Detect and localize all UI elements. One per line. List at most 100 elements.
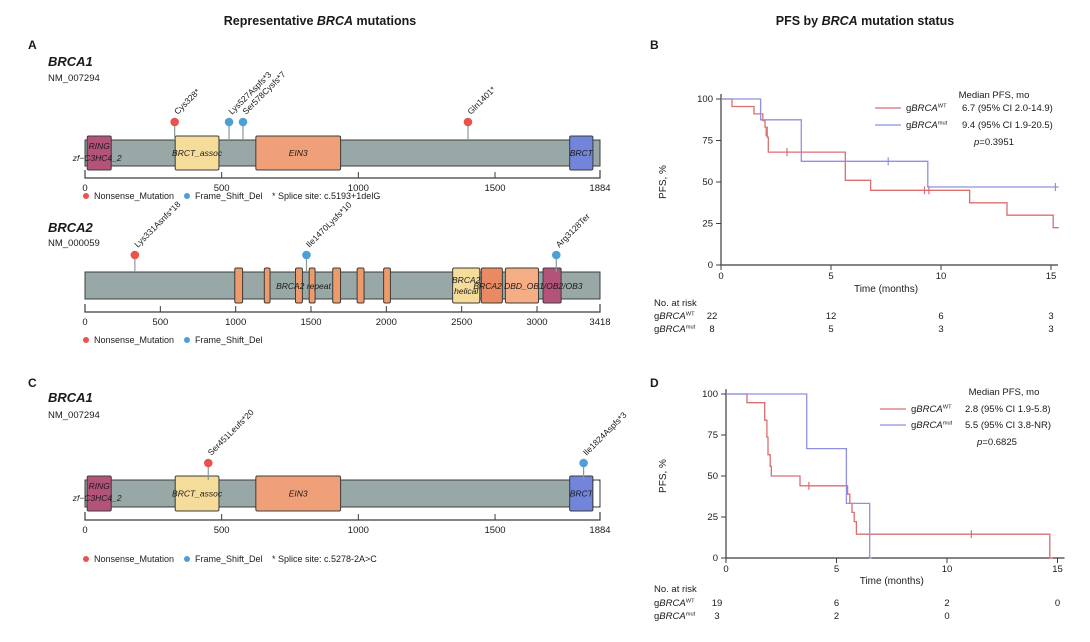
y-tick-label: 0 [708,260,713,271]
axis-tick-label: 500 [214,525,230,536]
right-figure-title: PFS by BRCA mutation status [640,14,1090,28]
domain-annotation: BRCA2 [452,275,481,285]
p-value: p=0.3951 [973,137,1014,148]
transcript-id: NM_007294 [48,410,100,421]
domain-repeat2 [263,267,271,304]
km-curve-mut [726,393,872,559]
domain-brct-assoc [174,135,220,171]
axis-tick-label: 1000 [348,525,369,536]
mutation-label: Cys328* [172,86,202,116]
domain-annotation: RING [89,481,111,491]
risk-row-label-WT: gBRCAWT [654,311,695,322]
domain-end-cap [592,479,601,508]
axis-tick-label: 1500 [484,525,505,536]
y-axis-title: PFS, % [658,165,669,199]
risk-count: 22 [707,311,718,322]
x-axis-title: Time (months) [860,576,924,587]
legend-label-frameshift: Frame_Shift_Del [195,335,263,345]
legend-label-nonsense: Nonsense_Mutation [94,335,174,345]
risk-count: 2 [944,598,949,609]
mutation-label: Ser451Leufs*20 [206,407,256,457]
mutation-dot-frameshift [224,117,234,127]
risk-count: 3 [1048,324,1053,335]
scale-axis [84,512,601,521]
mutation-dot-nonsense [170,117,179,127]
mutation-dot-frameshift [552,250,561,260]
protein-bar [84,139,601,167]
domain-brct-assoc [174,475,220,512]
risk-row-label-mut: gBRCAmut [654,324,696,335]
domain-repeat3 [294,267,303,304]
domain-annotation: RING [89,141,111,151]
legend-label-frameshift: Frame_Shift_Del [195,191,263,201]
x-tick-label: 15 [1052,564,1063,575]
risk-table-title: No. at risk [654,298,697,309]
lollipop-plot-brca1-c: BRCA1 NM_007294 BRCT_assoc EIN3 BRCT RING zf−C… [48,390,629,564]
domain-brct [569,135,594,171]
risk-count: 2 [834,611,839,622]
legend-dot-frameshift [184,556,190,562]
panel-letter-c: C [28,376,37,390]
y-tick-label: 100 [702,389,718,400]
legend-label-nonsense: Nonsense_Mutation [94,191,174,201]
x-tick-label: 0 [718,271,723,282]
domain-label: EIN3 [289,148,308,158]
mutation-dot-nonsense [130,250,140,260]
x-tick-label: 0 [723,564,728,575]
domain-ein3 [255,135,342,171]
y-tick-label: 25 [707,512,718,523]
splice-note: * Splice site: c.5278-2A>C [272,554,377,564]
axis-tick-label: 1000 [225,317,246,328]
legend-median-mut: 9.4 (95% CI 1.9-20.5) [962,120,1053,131]
legend-median-WT: 6.7 (95% CI 2.0-14.9) [962,103,1053,114]
splice-note: * Splice site: c.5193+1delG [272,191,380,201]
title-gene: BRCA [316,14,353,28]
domain-ein3 [255,475,342,512]
left-figure-title: Representative BRCA mutations [0,14,640,28]
scale-axis [84,304,601,313]
domain-annotation: zf−C3HC4_2 [72,153,122,163]
mutation-label: Arg3128Ter [554,211,592,249]
domain-label: BRCT_assoc [172,148,223,158]
y-tick-label: 0 [713,553,718,564]
domain-repeat1 [234,267,244,304]
transcript-id: NM_000059 [48,238,100,249]
axis-tick-label: 3418 [589,317,610,328]
legend-series-label-WT: gBRCAWT [906,103,947,114]
risk-count: 3 [1048,311,1053,322]
km-curve-WT [726,393,1054,559]
domain-annotation: zf−C3HC4_2 [72,493,122,503]
domain-zf-ring [86,475,112,512]
risk-count: 8 [709,324,714,335]
title-text: mutations [353,14,417,28]
x-tick-label: 15 [1046,271,1057,282]
p-value: p=0.6825 [976,437,1017,448]
mutation-dot-frameshift [302,250,311,260]
risk-count: 0 [944,611,949,622]
risk-count: 5 [828,324,833,335]
mutation-dot-frameshift [579,458,588,468]
domain-repeat6 [356,267,365,304]
title-text: PFS by [775,14,822,28]
legend-dot-nonsense [83,193,89,199]
km-plot-b: 0 25 50 75 100 0 5 10 15 PFS, % Time (months) Media… [654,90,1059,335]
legend-dot-frameshift [184,337,190,343]
y-tick-label: 50 [707,471,718,482]
axis-tick-label: 2000 [376,317,397,328]
km-curve-mut [721,98,1059,188]
axis-tick-label: 2500 [451,317,472,328]
axis-tick-label: 0 [82,525,87,536]
domain-label: BRCT [570,148,594,158]
domain-dbd-b [504,267,540,304]
risk-count: 19 [712,598,723,609]
domain-ob [542,267,562,304]
risk-count: 6 [938,311,943,322]
lollipop-plot-brca1-a: BRCA1 NM_007294 BRCT_assoc EIN3 BRCT RING zf−C… [48,54,611,201]
gene-name: BRCA1 [48,390,93,405]
domain-repeat5 [332,267,342,304]
legend-dot-nonsense [83,337,89,343]
legend-series-label-mut: gBRCAmut [906,120,948,131]
domain-label: BRCT_assoc [172,489,223,499]
